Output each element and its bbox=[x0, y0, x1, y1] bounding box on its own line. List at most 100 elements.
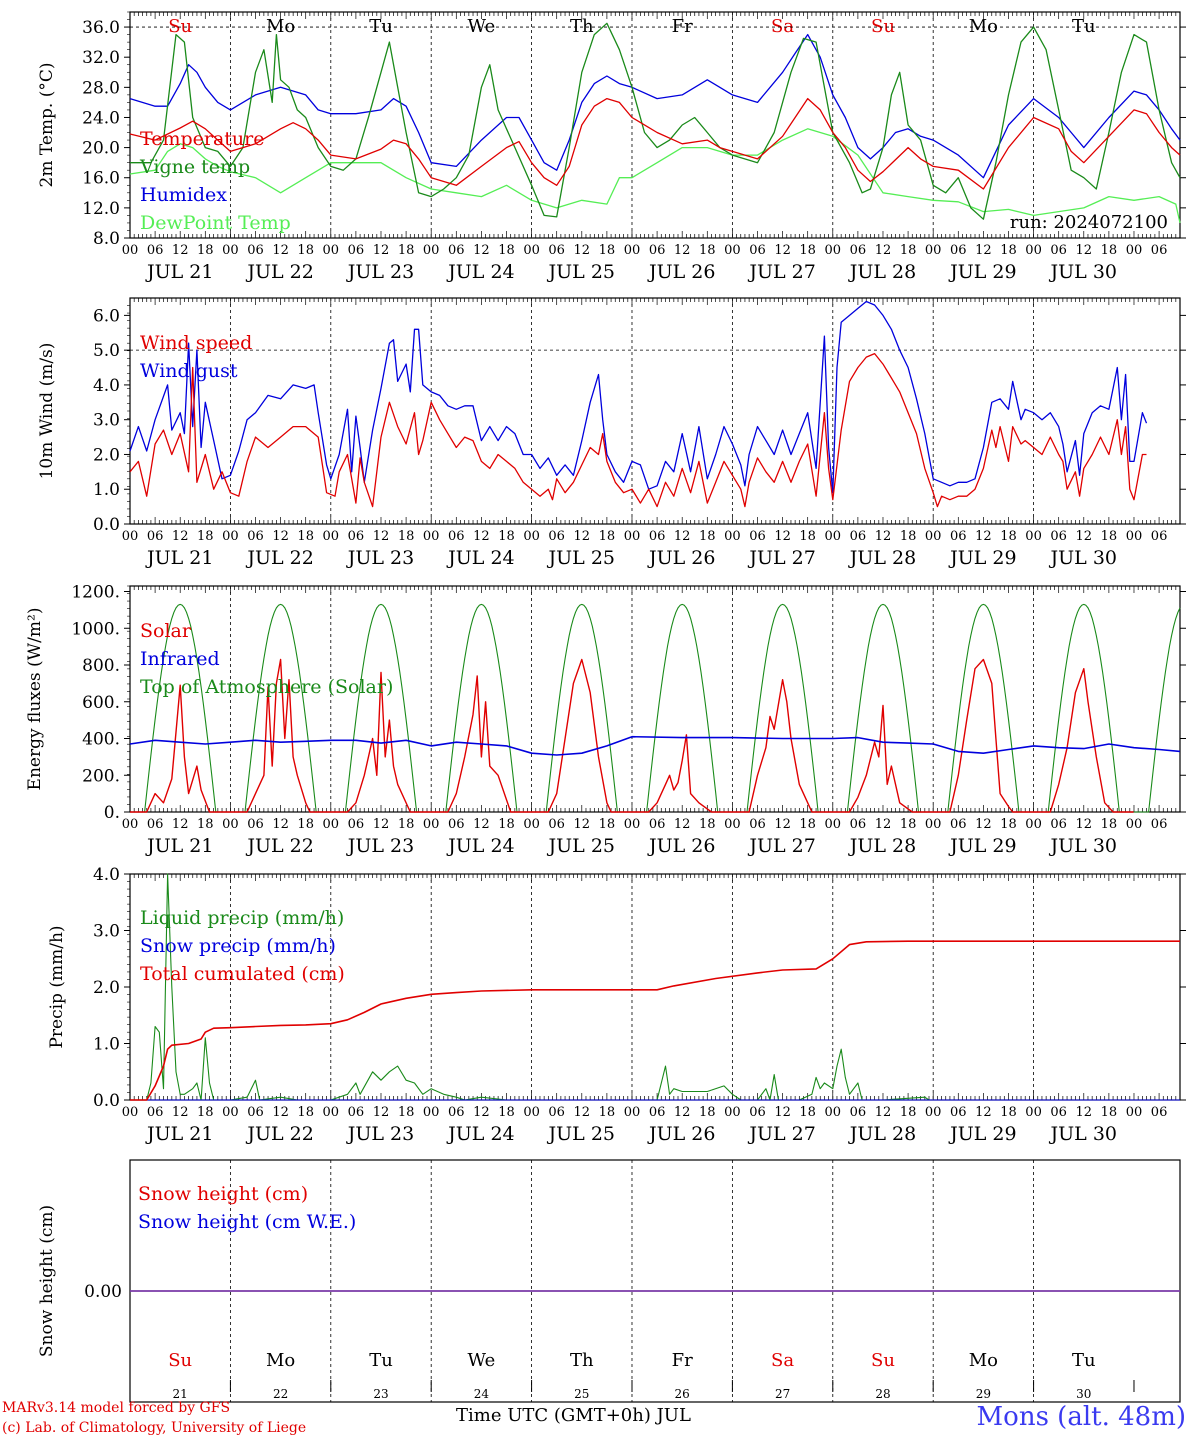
weekday-label-top: Tu bbox=[1072, 16, 1096, 37]
temp-series-humidex bbox=[129, 33, 1181, 179]
precip-hour-label: 06 bbox=[749, 1105, 766, 1120]
wind-hour-label: 00 bbox=[423, 529, 440, 544]
temp-hour-label: 00 bbox=[1025, 243, 1042, 258]
precip-hour-label: 00 bbox=[222, 1105, 239, 1120]
temp-legend-entry: DewPoint Temp bbox=[140, 212, 291, 234]
energy-hour-label: 18 bbox=[1000, 817, 1017, 832]
energy-hour-label: 18 bbox=[297, 817, 314, 832]
energy-hour-label: 06 bbox=[147, 817, 164, 832]
energy-ytick-label: 600. bbox=[82, 693, 120, 713]
temp-legend-entry: Vigne temp bbox=[139, 156, 250, 178]
wind-hour-label: 12 bbox=[674, 529, 691, 544]
energy-hour-label: 12 bbox=[674, 817, 691, 832]
energy-hour-label: 18 bbox=[398, 817, 415, 832]
weekday-label-top: Fr bbox=[672, 16, 693, 37]
wind-hour-label: 00 bbox=[1025, 529, 1042, 544]
temp-hour-label: 18 bbox=[799, 243, 816, 258]
precip-hour-label: 12 bbox=[875, 1105, 892, 1120]
temp-hour-label: 12 bbox=[574, 243, 591, 258]
energy-hour-label: 12 bbox=[975, 817, 992, 832]
wind-hour-label: 00 bbox=[825, 529, 842, 544]
energy-ylabel: Energy fluxes (W/m²) bbox=[25, 608, 45, 791]
wind-hour-label: 06 bbox=[950, 529, 967, 544]
precip-hour-label: 18 bbox=[498, 1105, 515, 1120]
temp-hour-label: 12 bbox=[1076, 243, 1093, 258]
energy-date-label: JUL 23 bbox=[346, 835, 414, 857]
wind-hour-label: 18 bbox=[398, 529, 415, 544]
temp-hour-label: 00 bbox=[825, 243, 842, 258]
energy-date-label: JUL 24 bbox=[446, 835, 514, 857]
energy-hour-label: 00 bbox=[523, 817, 540, 832]
energy-hour-label: 00 bbox=[423, 817, 440, 832]
precip-legend-entry: Liquid precip (mm/h) bbox=[140, 907, 344, 929]
temp-ytick-label: 36.0 bbox=[82, 18, 120, 38]
wind-hour-label: 12 bbox=[875, 529, 892, 544]
wind-hour-label: 12 bbox=[473, 529, 490, 544]
precip-date-label: JUL 21 bbox=[145, 1123, 213, 1145]
temp-hour-label: 18 bbox=[398, 243, 415, 258]
temp-ytick-label: 32.0 bbox=[82, 48, 120, 68]
wind-ytick-label: 6.0 bbox=[93, 306, 120, 326]
temp-hour-label: 06 bbox=[950, 243, 967, 258]
station-name: Mons (alt. 48m) bbox=[976, 1402, 1186, 1432]
day-number-label: 29 bbox=[976, 1387, 991, 1401]
temp-hour-label: 12 bbox=[875, 243, 892, 258]
energy-hour-label: 06 bbox=[749, 817, 766, 832]
wind-hour-label: 18 bbox=[900, 529, 917, 544]
temp-hour-label: 00 bbox=[122, 243, 139, 258]
energy-hour-label: 00 bbox=[925, 817, 942, 832]
precip-hour-label: 00 bbox=[925, 1105, 942, 1120]
wind-hour-label: 18 bbox=[799, 529, 816, 544]
weekday-label-bottom: Fr bbox=[672, 1350, 693, 1371]
temp-hour-label: 18 bbox=[297, 243, 314, 258]
precip-ytick-label: 1.0 bbox=[93, 1035, 120, 1055]
energy-hour-label: 00 bbox=[1025, 817, 1042, 832]
precip-ytick-label: 0.0 bbox=[93, 1091, 120, 1111]
wind-hour-label: 12 bbox=[373, 529, 390, 544]
snow-ylabel: Snow height (cm) bbox=[37, 1205, 57, 1357]
weekday-label-bottom: Tu bbox=[1072, 1350, 1096, 1371]
temp-hour-label: 06 bbox=[147, 243, 164, 258]
temp-hour-label: 06 bbox=[348, 243, 365, 258]
temp-legend-entry: Humidex bbox=[140, 184, 227, 206]
energy-hour-label: 00 bbox=[323, 817, 340, 832]
wind-date-label: JUL 27 bbox=[747, 547, 815, 569]
day-number-label: 28 bbox=[875, 1387, 890, 1401]
energy-hour-label: 06 bbox=[247, 817, 264, 832]
wind-hour-label: 06 bbox=[147, 529, 164, 544]
wind-hour-label: 12 bbox=[272, 529, 289, 544]
energy-hour-label: 06 bbox=[548, 817, 565, 832]
temp-ytick-label: 12.0 bbox=[82, 199, 120, 219]
precip-hour-label: 18 bbox=[398, 1105, 415, 1120]
wind-series-wind-speed bbox=[129, 352, 1147, 508]
precip-hour-label: 06 bbox=[448, 1105, 465, 1120]
energy-hour-label: 00 bbox=[724, 817, 741, 832]
day-number-label: 23 bbox=[373, 1387, 388, 1401]
wind-series-wind-gust bbox=[129, 300, 1148, 494]
temp-hour-label: 00 bbox=[323, 243, 340, 258]
energy-hour-label: 12 bbox=[774, 817, 791, 832]
energy-series-solar bbox=[130, 658, 1134, 813]
precip-date-label: JUL 26 bbox=[647, 1123, 715, 1145]
energy-date-label: JUL 26 bbox=[647, 835, 715, 857]
wind-hour-label: 00 bbox=[122, 529, 139, 544]
energy-hour-label: 18 bbox=[1101, 817, 1118, 832]
precip-hour-label: 06 bbox=[247, 1105, 264, 1120]
precip-hour-label: 12 bbox=[473, 1105, 490, 1120]
wind-hour-label: 18 bbox=[197, 529, 214, 544]
day-number-label: 27 bbox=[775, 1387, 790, 1401]
day-number-label: 22 bbox=[273, 1387, 288, 1401]
temp-date-label: JUL 29 bbox=[948, 261, 1016, 283]
run-label: run: 2024072100 bbox=[1010, 212, 1168, 233]
energy-hour-label: 06 bbox=[950, 817, 967, 832]
wind-hour-label: 06 bbox=[247, 529, 264, 544]
temp-date-label: JUL 21 bbox=[145, 261, 213, 283]
wind-hour-label: 00 bbox=[925, 529, 942, 544]
wind-legend-entry: Wind speed bbox=[140, 332, 252, 354]
precip-hour-label: 06 bbox=[348, 1105, 365, 1120]
temp-hour-label: 18 bbox=[900, 243, 917, 258]
energy-hour-label: 00 bbox=[122, 817, 139, 832]
wind-ylabel: 10m Wind (m/s) bbox=[37, 343, 57, 480]
energy-hour-label: 00 bbox=[222, 817, 239, 832]
precip-hour-label: 06 bbox=[1151, 1105, 1168, 1120]
